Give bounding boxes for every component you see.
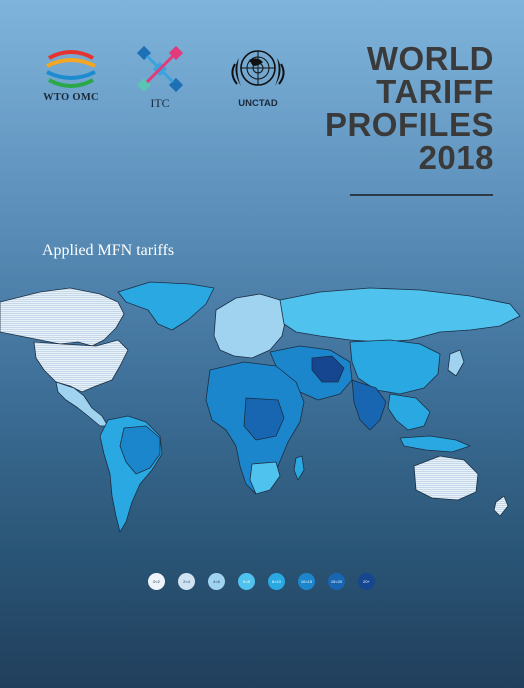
report-title: WORLD TARIFF PROFILES 2018 [325,42,494,174]
legend-item: 4<6 [208,573,225,590]
itc-cross-icon [136,45,184,93]
title-divider [350,194,493,196]
map-region-europe [213,293,287,359]
legend-item: 8<10 [268,573,285,590]
legend-item: 2<4 [178,573,195,590]
map-region-iran [311,355,345,383]
map-region-brazil [119,425,161,475]
wto-logo-label: WTO OMC [43,92,99,103]
unctad-logo: UNCTAD [224,44,292,109]
wto-ribbon-icon [46,50,96,88]
title-line-2: TARIFF [376,73,494,110]
itc-logo-label: ITC [150,96,170,110]
legend-item: 6<8 [238,573,255,590]
unctad-logo-label: UNCTAD [238,98,278,109]
legend-item: 20+ [358,573,375,590]
un-emblem-icon [231,50,285,86]
world-map [0,281,521,533]
map-region-japan [447,349,465,377]
title-line-1: WORLD [366,40,494,77]
map-region-greenland [117,281,215,331]
tariff-legend: 0<2 2<4 4<6 6<8 8<10 10<15 15<20 20+ [148,573,378,591]
map-region-indonesia [399,435,471,453]
map-region-southeast-asia [387,393,431,431]
map-region-usa [33,339,129,393]
title-line-3: PROFILES [324,106,494,143]
legend-item: 15<20 [328,573,345,590]
map-region-madagascar [293,455,305,481]
map-region-mexico [55,381,109,427]
legend-item: 0<2 [148,573,165,590]
itc-logo: ITC [130,44,190,111]
map-region-southern-africa [249,461,281,495]
map-region-canada [0,287,125,347]
legend-item: 10<15 [298,573,315,590]
map-region-central-africa [243,397,285,441]
map-subtitle: Applied MFN tariffs [42,242,175,259]
map-region-russia [279,287,521,343]
map-region-india [351,379,387,431]
map-region-china [349,339,441,395]
title-line-4: 2018 [418,139,494,176]
map-region-australia [413,455,479,501]
wto-logo: WTO OMC [38,44,104,103]
map-region-new-zealand [493,495,509,517]
